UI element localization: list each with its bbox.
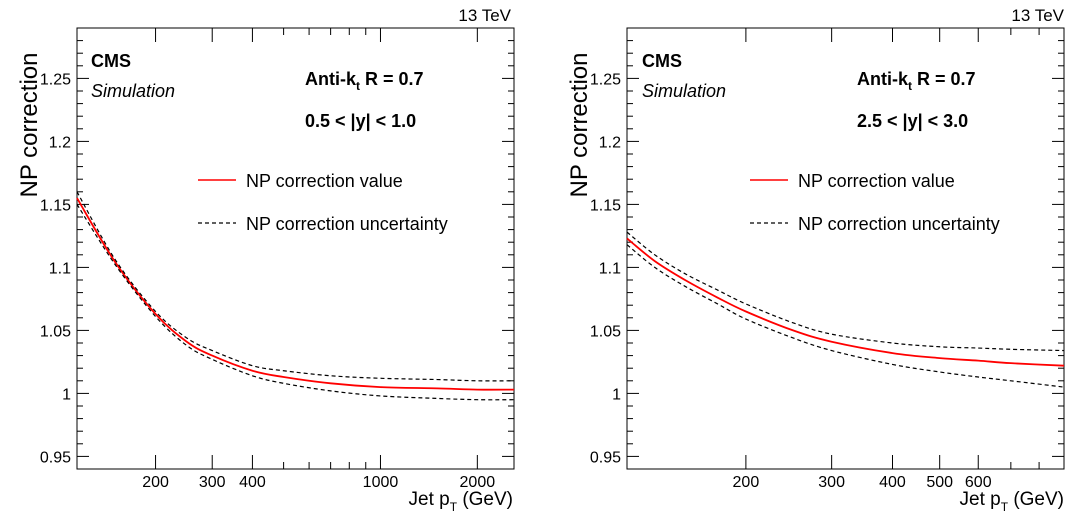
energy-label: 13 TeV (1011, 6, 1064, 25)
energy-label: 13 TeV (458, 6, 511, 25)
experiment-label: CMS (91, 51, 131, 71)
y-tick-label: 1 (62, 386, 71, 403)
plot-frame (626, 27, 1065, 470)
x-tick-label: 200 (733, 474, 760, 491)
algorithm-subscript: t (908, 79, 912, 93)
series-line-uncertainty (626, 244, 1065, 388)
y-tick-label: 1 (612, 386, 621, 403)
x-axis-title-prefix: Jet p (409, 489, 450, 510)
algorithm-prefix: Anti-k (857, 69, 909, 89)
series-line-uncertainty (626, 231, 1065, 352)
x-axis-title-suffix: (GeV) (1008, 489, 1064, 510)
legend-label-uncertainty: NP correction uncertainty (246, 214, 448, 234)
x-tick-label: 600 (965, 474, 992, 491)
legend-label-uncertainty: NP correction uncertainty (798, 214, 1000, 234)
plot-area: 0.95 1 1.05 1.1 1.15 1.2 1.25 200 300 400 1000 2000 (40, 27, 515, 491)
algorithm-suffix: R = 0.7 (912, 69, 976, 89)
plot-frame (76, 27, 515, 470)
y-axis-title: NP correction (16, 53, 43, 198)
y-axis-title: NP correction (566, 53, 593, 198)
plot-area: 0.95 1 1.05 1.1 1.15 1.2 1.25 200 300 400 500 600 (590, 27, 1065, 491)
y-tick-label: 0.95 (40, 449, 71, 466)
x-tick-label: 300 (199, 474, 226, 491)
algorithm-prefix: Anti-k (305, 69, 357, 89)
legend-label-value: NP correction value (246, 171, 403, 191)
x-tick-label: 1000 (363, 474, 399, 491)
series-line-value (76, 197, 515, 391)
y-tick-label: 1.25 (590, 71, 621, 88)
algorithm-label: Anti-kt R = 0.7 (857, 69, 976, 93)
algorithm-label: Anti-kt R = 0.7 (305, 69, 424, 93)
simulation-label: Simulation (642, 81, 726, 101)
x-axis-title-suffix: (GeV) (457, 489, 513, 510)
x-axis-title: Jet pT (GeV) (409, 489, 514, 514)
y-tick-label: 1.25 (40, 71, 71, 88)
rapidity-label: 2.5 < |y| < 3.0 (857, 111, 968, 131)
x-tick-label: 300 (818, 474, 845, 491)
y-tick-label: 1.1 (599, 260, 621, 277)
x-tick-label: 500 (926, 474, 953, 491)
y-tick-label: 1.05 (40, 323, 71, 340)
y-tick-label: 1.15 (40, 197, 71, 214)
x-tick-label: 400 (239, 474, 266, 491)
x-tick-label: 400 (879, 474, 906, 491)
legend-label-value: NP correction value (798, 171, 955, 191)
simulation-label: Simulation (91, 81, 175, 101)
x-axis-title-subscript: T (1001, 500, 1009, 514)
algorithm-subscript: t (356, 79, 360, 93)
y-tick-label: 1.2 (49, 134, 71, 151)
chart-panel-right: 0.95 1 1.05 1.1 1.15 1.2 1.25 200 300 400 500 600 1… (566, 6, 1065, 514)
y-tick-label: 1.2 (599, 134, 621, 151)
x-axis-title: Jet pT (GeV) (960, 489, 1065, 514)
algorithm-suffix: R = 0.7 (360, 69, 424, 89)
y-tick-label: 1.1 (49, 260, 71, 277)
x-axis-title-prefix: Jet p (960, 489, 1001, 510)
y-tick-label: 1.15 (590, 197, 621, 214)
series-line-value (626, 237, 1065, 367)
y-tick-label: 0.95 (590, 449, 621, 466)
x-axis-title-subscript: T (450, 500, 458, 514)
chart-panel-left: 0.95 1 1.05 1.1 1.15 1.2 1.25 200 300 400 1000 2000… (16, 6, 515, 514)
x-tick-label: 200 (142, 474, 169, 491)
experiment-label: CMS (642, 51, 682, 71)
rapidity-label: 0.5 < |y| < 1.0 (305, 111, 416, 131)
y-tick-label: 1.05 (590, 323, 621, 340)
series-line-uncertainty (76, 204, 515, 401)
x-tick-label: 2000 (460, 474, 496, 491)
series-line-uncertainty (76, 191, 515, 382)
